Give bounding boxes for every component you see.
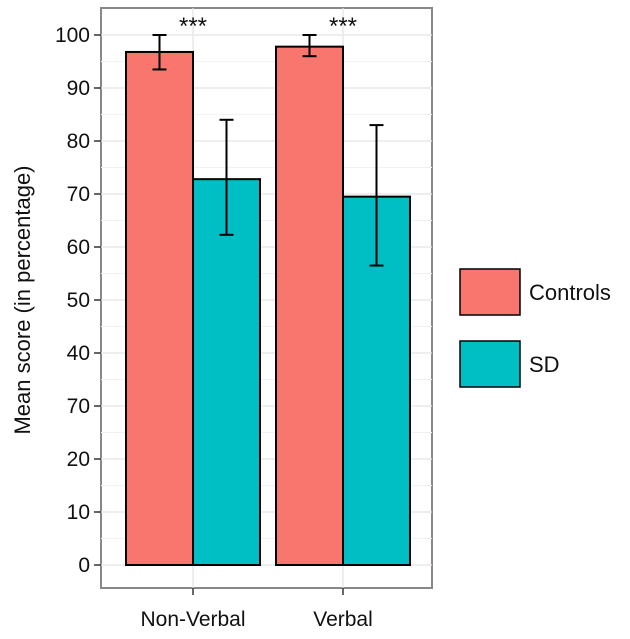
y-tick-label: 40 (67, 342, 90, 365)
bar-sd-non-verbal (192, 178, 261, 566)
y-axis-label: Mean score (in percentage) (10, 165, 35, 434)
x-tick-label: Non-Verbal (140, 608, 245, 631)
error-bars (152, 34, 384, 267)
error-bar (219, 118, 234, 236)
y-tick-label: 80 (67, 130, 90, 153)
y-tick-label: 70 (67, 395, 90, 418)
y-axis: 0 10 20 70 40 50 60 70 80 90 100 (55, 24, 101, 577)
y-tick-label: 50 (67, 289, 90, 312)
legend: Controls SD (459, 268, 611, 388)
y-tick-label: 90 (67, 77, 90, 100)
significance-label: *** (329, 13, 357, 40)
y-tick-label: 60 (67, 236, 90, 259)
y-tick-label: 0 (78, 554, 90, 577)
legend-label: SD (529, 352, 560, 377)
significance-labels: *** *** (179, 13, 357, 40)
legend-label: Controls (529, 280, 611, 305)
error-bar (302, 34, 317, 58)
legend-swatch (459, 340, 521, 388)
legend-swatch (459, 268, 521, 316)
legend-item-sd: SD (459, 340, 560, 388)
bar-controls-verbal (275, 45, 344, 567)
bar-controls-non-verbal (125, 50, 194, 566)
y-tick-label: 70 (67, 183, 90, 206)
error-bar (152, 34, 167, 71)
y-tick-label: 20 (67, 448, 90, 471)
bars (125, 45, 411, 567)
x-axis: Non-Verbal Verbal (140, 588, 373, 631)
x-tick-label: Verbal (313, 608, 373, 631)
y-tick-label: 10 (67, 501, 90, 524)
error-bar (369, 124, 384, 267)
legend-item-controls: Controls (459, 268, 611, 316)
significance-label: *** (179, 13, 207, 40)
y-tick-label: 100 (55, 24, 90, 47)
